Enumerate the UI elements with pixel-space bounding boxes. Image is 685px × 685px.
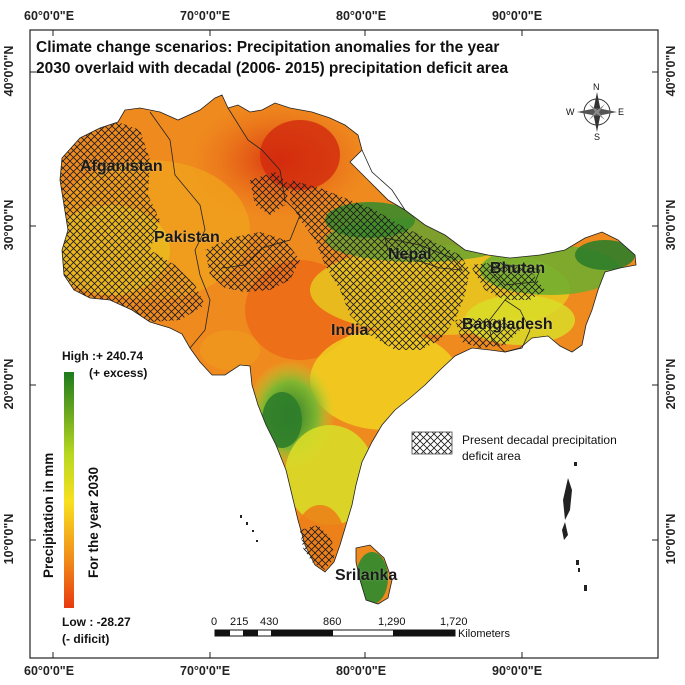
lat-label-left-40: 40°0'0"N <box>2 45 16 97</box>
lat-label-left-10: 10°0'0"N <box>2 513 16 565</box>
lat-label-left-30: 30°0'0"N <box>2 199 16 251</box>
deficit-legend-swatch <box>411 431 453 455</box>
compass-n-label: N <box>593 82 600 92</box>
deficit-legend-label: Present decadal precipitation deficit ar… <box>462 432 617 464</box>
legend-high-note: (+ excess) <box>89 366 148 380</box>
lon-label-bottom-70: 70°0'0"E <box>180 664 231 678</box>
scale-unit: Kilometers <box>458 628 510 640</box>
country-label-srilanka: Srilanka <box>335 567 398 584</box>
country-label-afganistan: Afganistan <box>80 158 163 175</box>
lon-label-bottom-90: 90°0'0"E <box>492 664 543 678</box>
lon-label-top-70: 70°0'0"E <box>180 9 231 23</box>
deficit-hatch-areas <box>60 122 545 570</box>
lon-label-top-60: 60°0'0"E <box>24 9 75 23</box>
compass-w-label: W <box>566 107 575 117</box>
scale-tick-1720: 1,720 <box>440 616 468 628</box>
scale-tick-1290: 1,290 <box>378 616 406 628</box>
lon-label-bottom-80: 80°0'0"E <box>336 664 387 678</box>
graticule-ticks <box>30 30 658 658</box>
lat-label-right-30: 30°0'0"N <box>664 199 678 251</box>
legend-high-label: High :+ 240.74 <box>62 349 144 363</box>
scale-tick-0: 0 <box>211 616 218 628</box>
country-label-bhutan: Bhutan <box>490 260 546 277</box>
deficit-legend-line1: Present decadal precipitation <box>462 433 617 447</box>
lat-label-left-20: 20°0'0"N <box>2 358 16 410</box>
legend-low-label: Low : -28.27 <box>62 615 131 629</box>
deficit-legend-line2: deficit area <box>462 449 521 463</box>
map-title-line1: Climate change scenarios: Precipitation … <box>36 39 500 56</box>
lat-label-right-20: 20°0'0"N <box>664 358 678 410</box>
andaman-nicobar-islands <box>240 462 587 591</box>
lat-label-right-40: 40°0'0"N <box>664 45 678 97</box>
map-title-line2: 2030 overlaid with decadal (2006- 2015) … <box>36 60 509 77</box>
map-title: Climate change scenarios: Precipitation … <box>36 37 508 79</box>
scale-tick-215: 215 <box>230 616 249 628</box>
compass-rose-icon <box>577 92 617 132</box>
country-label-india: India <box>331 322 369 339</box>
legend-axis-subtitle: For the year 2030 <box>86 466 101 578</box>
scale-tick-430: 430 <box>260 616 279 628</box>
compass-s-label: S <box>594 132 601 142</box>
lon-label-bottom-60: 60°0'0"E <box>24 664 75 678</box>
legend-axis-title: Precipitation in mm <box>41 452 56 578</box>
country-borders <box>59 94 637 605</box>
lat-label-right-10: 10°0'0"N <box>664 513 678 565</box>
lon-label-top-90: 90°0'0"E <box>492 9 543 23</box>
lon-label-top-80: 80°0'0"E <box>336 9 387 23</box>
scale-bar <box>214 629 456 637</box>
legend-low-note: (- dificit) <box>62 632 110 646</box>
country-label-pakistan: Pakistan <box>154 229 220 246</box>
country-label-bangladesh: Bangladesh <box>462 316 553 333</box>
scale-tick-860: 860 <box>323 616 342 628</box>
compass-e-label: E <box>618 107 625 117</box>
country-label-nepal: Nepal <box>388 246 432 263</box>
legend-color-ramp <box>64 372 74 608</box>
